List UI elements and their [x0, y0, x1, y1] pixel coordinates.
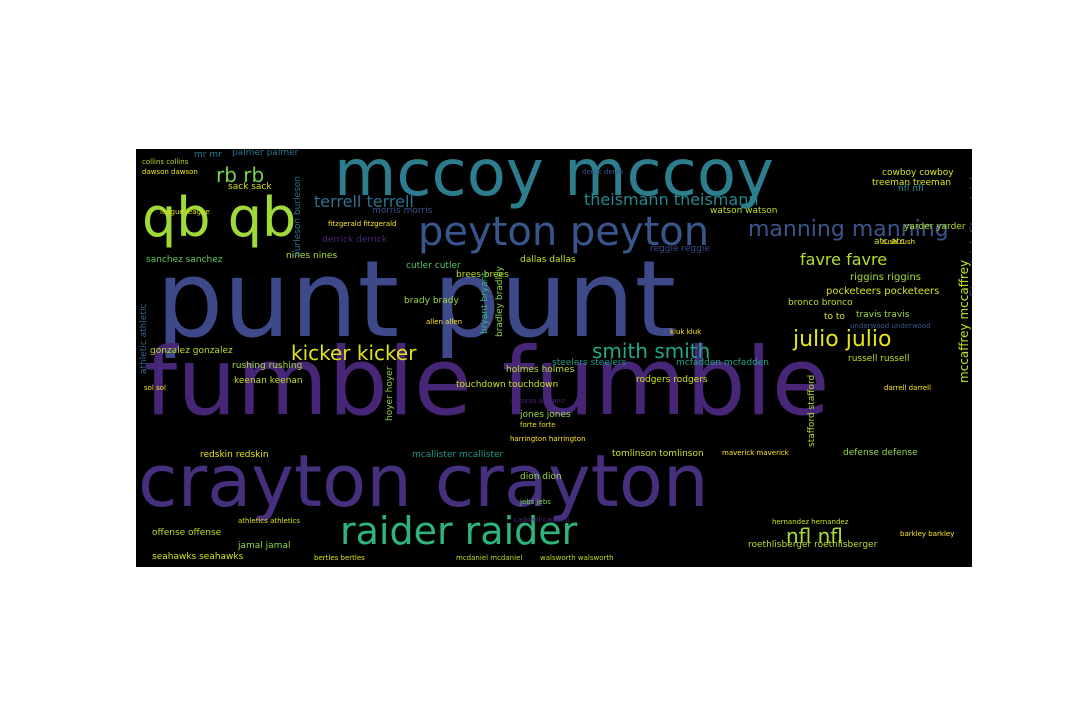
cloud-word: reggie reggie — [650, 244, 710, 254]
cloud-word: palmer palmer — [232, 149, 299, 158]
cloud-word: smith smith — [592, 339, 711, 363]
cloud-word: bronco bronco — [788, 298, 853, 308]
cloud-word: walsworth walsworth — [540, 554, 614, 562]
cloud-word: bertles bertles — [314, 554, 365, 562]
cloud-word: keenan keenan — [234, 376, 303, 386]
cloud-word: bradley bradley — [495, 266, 505, 337]
cloud-word: darrell darrell — [884, 384, 932, 392]
cloud-word: gonzalez gonzalez — [150, 346, 233, 356]
cloud-word: hernandez hernandez — [772, 518, 849, 526]
cloud-word: holmes holmes — [506, 365, 575, 375]
cloud-word: qb qb — [142, 186, 297, 249]
cloud-word: theismann theismann — [584, 190, 759, 209]
cloud-word: watson watson — [710, 206, 778, 216]
cloud-word: julio julio — [793, 327, 892, 352]
cloud-word: yarder yarder — [904, 222, 966, 232]
cloud-word: kicker kicker — [291, 341, 417, 365]
cloud-word: travis travis — [856, 310, 910, 320]
cloud-word: sanchez sanchez — [146, 255, 223, 265]
cloud-word: mcfadden mcfadden — [676, 358, 769, 368]
cloud-word: jebs jebs — [520, 498, 551, 506]
cloud-word: seahawks seahawks — [152, 552, 244, 562]
cloud-word: russell russell — [848, 354, 910, 364]
cloud-word: pocketeers pocketeers — [826, 286, 940, 297]
cloud-word: derrick derrick — [322, 235, 388, 245]
cloud-word: kluk kluk — [670, 328, 702, 336]
cloud-word: favre favre — [800, 250, 888, 269]
cloud-word: barkley barkley — [900, 530, 955, 538]
cloud-word: to to — [824, 312, 845, 322]
cloud-word: sol sol — [144, 384, 166, 392]
cloud-word: collins collins — [142, 158, 189, 166]
cloud-word: mcdaniel mcdaniel — [456, 554, 523, 562]
cloud-word: peyton peyton — [418, 209, 710, 255]
cloud-word: dion dion — [520, 472, 562, 482]
cloud-word: maverick maverick — [722, 449, 789, 457]
cloud-word: mr mr — [194, 150, 222, 160]
cloud-word: athletics athletics — [238, 517, 301, 525]
cloud-word: treeman treeman — [872, 178, 952, 188]
cloud-word: steelers steelers — [552, 358, 627, 368]
cloud-word: raider raider — [340, 509, 578, 553]
cloud-word: stafford stafford — [807, 374, 817, 447]
cloud-word: rodgers rodgers — [636, 375, 708, 385]
cloud-word: rushing rushing — [232, 361, 303, 371]
cloud-word: roethlisberger roethlisberger — [748, 540, 878, 550]
cloud-word: antonio antonio — [510, 397, 566, 405]
cloud-word: league league — [160, 208, 210, 216]
cloud-word: redskin redskin — [200, 450, 269, 460]
cloud-word: touchdown touchdown — [456, 380, 559, 390]
cloud-word: nines nines — [286, 251, 338, 261]
cloud-word: rb rb — [216, 163, 265, 187]
cloud-word: rush rush — [882, 238, 916, 246]
cloud-word: fitzgerald fitzgerald — [328, 220, 397, 228]
word-cloud: punt punt fumble fumble mccoy mccoy crayton… — [136, 149, 972, 567]
cloud-word: manning manning — [748, 217, 949, 242]
cloud-word: dallas dallas — [520, 255, 576, 265]
cloud-word: mcallister mcallister — [412, 450, 504, 460]
cloud-word: terrell terrell — [314, 192, 414, 211]
cloud-word: sack sack — [228, 182, 272, 192]
cloud-word: mccoy mccoy — [334, 149, 774, 211]
cloud-word: athletic athletic — [139, 303, 149, 374]
cloud-word: nfl nfl — [786, 524, 843, 548]
cloud-word: cutler cutler — [406, 261, 461, 271]
cloud-word: dawson dawson — [142, 168, 198, 176]
cloud-word: harrington harrington — [510, 435, 586, 443]
cloud-word: punt punt — [156, 238, 677, 361]
cloud-word: burleson burleson — [293, 176, 303, 257]
cloud-word: derek derek — [582, 168, 624, 176]
cloud-word: offense offense — [152, 528, 222, 538]
cloud-word: fumble fumble — [144, 328, 830, 437]
cloud-word: tomlinson tomlinson — [612, 449, 704, 459]
cloud-word: morris morris — [372, 206, 433, 216]
cloud-word: cowboy cowboy — [882, 168, 954, 178]
cloud-word: jamal jamal — [238, 541, 291, 551]
cloud-word: allen allen — [426, 318, 463, 326]
cloud-word: crayton crayton — [138, 439, 709, 523]
cloud-word: brees brees — [456, 270, 509, 280]
cloud-word: bryant bryant — [480, 272, 490, 334]
cloud-word: riggins riggins — [850, 272, 922, 283]
cloud-word: defense defense — [843, 448, 918, 458]
cloud-word: hoyer hoyer — [385, 366, 395, 421]
cloud-word: mccaffrey mccaffrey — [957, 259, 971, 383]
cloud-word: underwood underwood — [850, 322, 931, 330]
cloud-word: cadwell cadwell — [514, 516, 570, 524]
cloud-word: atc atc — [874, 237, 905, 247]
cloud-word: jones jones — [520, 410, 571, 420]
cloud-word: brady brady — [404, 296, 459, 306]
cloud-word: nfl nfl — [898, 184, 924, 194]
cloud-word: forte forte — [520, 421, 556, 429]
